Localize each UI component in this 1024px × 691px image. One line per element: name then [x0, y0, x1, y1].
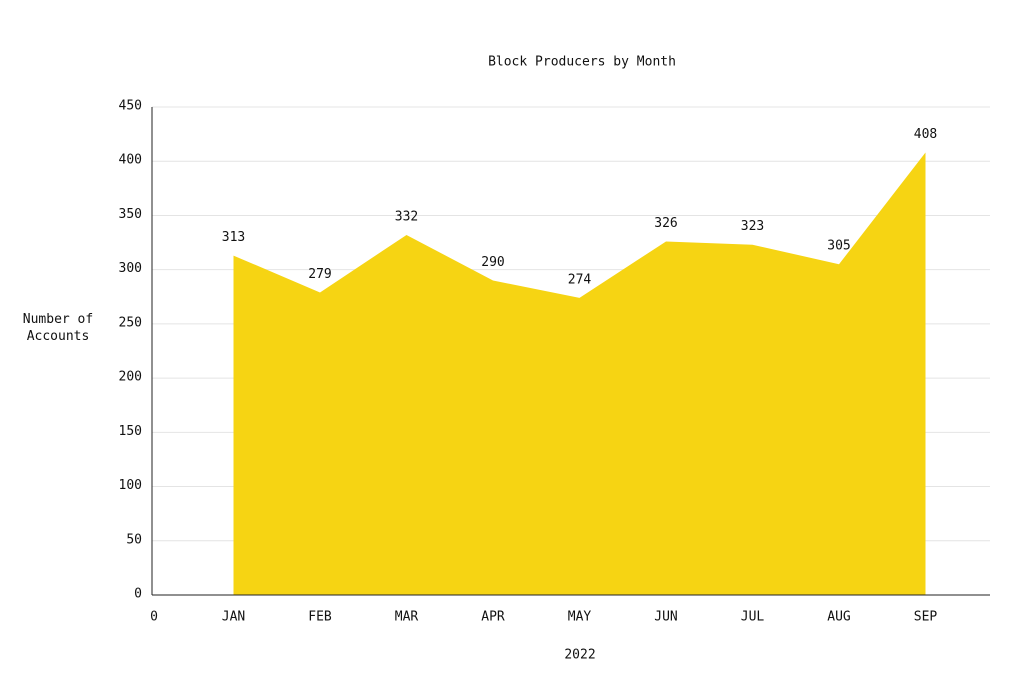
y-tick-label: 150 [119, 424, 142, 439]
y-tick-label: 200 [119, 370, 142, 385]
y-tick-label: 250 [119, 315, 142, 330]
x-tick-label: MAR [395, 610, 419, 625]
data-label: 332 [395, 209, 418, 224]
x-tick-label: JAN [222, 610, 245, 625]
y-tick-label: 50 [126, 532, 142, 547]
x-tick-label: FEB [308, 610, 332, 625]
data-label: 279 [308, 267, 331, 282]
data-label: 305 [827, 239, 850, 254]
x-tick-label: SEP [914, 610, 938, 625]
x-tick-label: APR [481, 610, 505, 625]
area [233, 152, 926, 595]
x-tick-label: JUN [654, 610, 677, 625]
data-label: 326 [654, 216, 677, 231]
y-tick-label: 0 [134, 587, 142, 602]
data-label: 290 [481, 255, 504, 270]
y-tick-label: 350 [119, 207, 142, 222]
y-tick-label: 450 [119, 99, 142, 114]
y-axis-label: Number of Accounts [22, 312, 94, 344]
data-label: 274 [568, 272, 592, 287]
x-tick-label: MAY [568, 610, 592, 625]
data-label: 408 [914, 127, 937, 142]
data-label: 313 [222, 230, 245, 245]
y-tick-label: 300 [119, 261, 142, 276]
chart-title: Block Producers by Month [488, 55, 676, 70]
x-tick-label: 0 [150, 610, 158, 625]
y-tick-label: 100 [119, 478, 142, 493]
x-tick-label: JUL [741, 610, 765, 625]
data-label: 323 [741, 219, 764, 234]
x-tick-label: AUG [827, 610, 851, 625]
y-tick-label: 400 [119, 153, 142, 168]
x-axis-label: 2022 [564, 648, 595, 663]
